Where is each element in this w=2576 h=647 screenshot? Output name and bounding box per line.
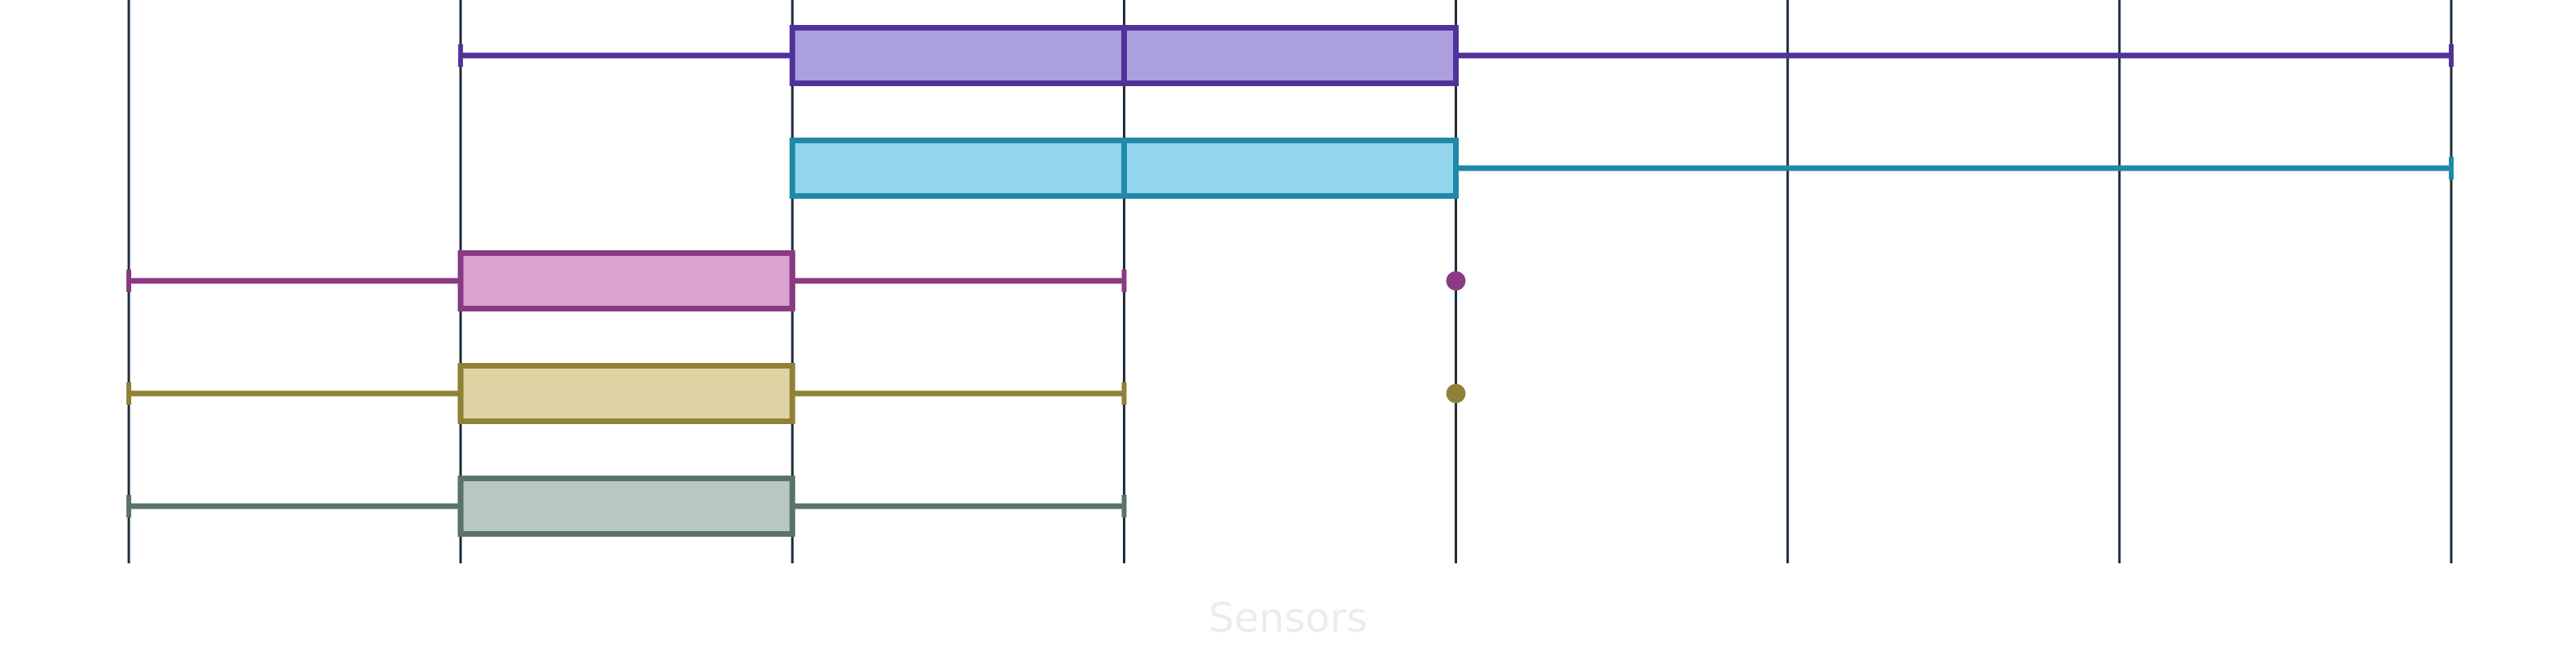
box-3 [126,250,1466,311]
iqr-box-5 [457,476,795,537]
box-1 [458,25,2454,86]
outlier-point-4-1 [1446,384,1466,403]
x-axis-label: Sensors [1208,595,1367,641]
box-series [126,25,2454,537]
box-4 [126,363,1466,424]
outlier-point-3-1 [1446,271,1466,291]
iqr-box-3 [457,250,795,311]
box-5 [126,476,1127,537]
iqr-box-4 [457,363,795,424]
box-2 [789,138,2454,199]
